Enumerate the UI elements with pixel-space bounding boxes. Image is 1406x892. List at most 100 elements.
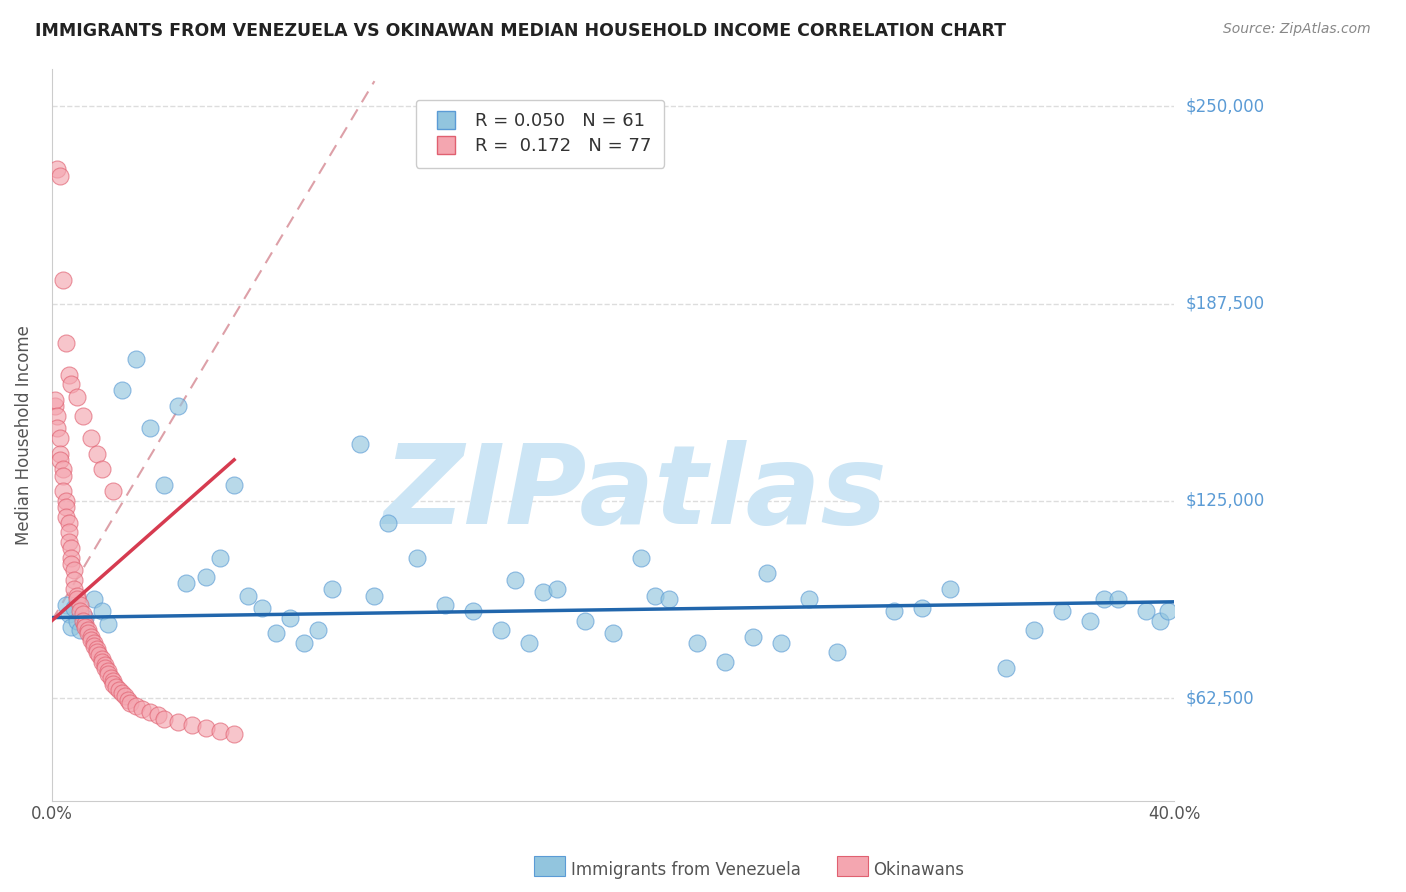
Point xyxy=(714,655,737,669)
Text: $62,500: $62,500 xyxy=(1185,689,1254,707)
Point xyxy=(46,421,69,435)
Point xyxy=(827,645,849,659)
Point xyxy=(148,708,170,723)
Point xyxy=(1107,591,1129,606)
Y-axis label: Median Household Income: Median Household Income xyxy=(15,325,32,544)
Point xyxy=(181,718,204,732)
Point xyxy=(994,661,1017,675)
Point xyxy=(83,636,105,650)
Point xyxy=(224,478,246,492)
Point xyxy=(167,399,190,413)
Point xyxy=(742,630,765,644)
Text: Source: ZipAtlas.com: Source: ZipAtlas.com xyxy=(1223,22,1371,37)
Point xyxy=(103,484,125,499)
Point xyxy=(209,724,232,739)
Point xyxy=(66,390,89,404)
Point xyxy=(630,550,652,565)
Point xyxy=(75,620,97,634)
Point xyxy=(105,680,128,694)
Point xyxy=(94,657,117,672)
Point xyxy=(46,162,69,177)
Point xyxy=(49,446,72,460)
Point xyxy=(167,714,190,729)
Point xyxy=(91,604,114,618)
Point xyxy=(103,677,125,691)
Point xyxy=(58,516,80,530)
Point xyxy=(363,589,385,603)
Point xyxy=(97,616,120,631)
Point xyxy=(153,478,176,492)
Point xyxy=(756,566,779,581)
Point xyxy=(1050,604,1073,618)
Point xyxy=(195,569,218,583)
Point xyxy=(94,661,117,675)
Text: $187,500: $187,500 xyxy=(1185,294,1264,312)
Point xyxy=(86,446,108,460)
Point xyxy=(938,582,960,597)
Point xyxy=(111,384,134,398)
Point xyxy=(131,702,153,716)
Point xyxy=(321,582,343,597)
Point xyxy=(52,484,75,499)
Point xyxy=(120,696,142,710)
Text: $125,000: $125,000 xyxy=(1185,491,1264,510)
Point xyxy=(66,591,89,606)
Point xyxy=(195,721,218,735)
Point xyxy=(52,462,75,476)
Point xyxy=(489,624,512,638)
Point xyxy=(55,493,77,508)
Point xyxy=(80,632,103,647)
Point xyxy=(377,516,399,530)
Point xyxy=(60,620,83,634)
Point xyxy=(433,598,456,612)
Point xyxy=(69,598,91,612)
Point xyxy=(52,273,75,287)
Point xyxy=(461,604,484,618)
Text: $250,000: $250,000 xyxy=(1185,97,1264,115)
Point xyxy=(176,575,198,590)
Point xyxy=(250,601,273,615)
Point xyxy=(602,626,624,640)
Point xyxy=(58,525,80,540)
Point xyxy=(349,437,371,451)
Point xyxy=(503,573,526,587)
Text: IMMIGRANTS FROM VENEZUELA VS OKINAWAN MEDIAN HOUSEHOLD INCOME CORRELATION CHART: IMMIGRANTS FROM VENEZUELA VS OKINAWAN ME… xyxy=(35,22,1007,40)
Point xyxy=(66,614,89,628)
Point xyxy=(546,582,568,597)
Point xyxy=(63,601,86,615)
Point xyxy=(264,626,287,640)
Point xyxy=(80,630,103,644)
Point xyxy=(574,614,596,628)
Point xyxy=(55,509,77,524)
Point xyxy=(125,698,148,713)
Point xyxy=(405,550,427,565)
Point xyxy=(103,673,125,688)
Point xyxy=(139,706,162,720)
Point xyxy=(63,582,86,597)
Point xyxy=(66,589,89,603)
Point xyxy=(91,655,114,669)
Point xyxy=(49,431,72,445)
Point xyxy=(882,604,904,618)
Point xyxy=(80,431,103,445)
Point xyxy=(60,541,83,556)
Point xyxy=(517,636,540,650)
Point xyxy=(278,610,301,624)
Point xyxy=(55,598,77,612)
Point xyxy=(49,452,72,467)
Point xyxy=(799,591,821,606)
Point xyxy=(60,377,83,392)
Point xyxy=(49,169,72,183)
Point xyxy=(46,409,69,423)
Point xyxy=(60,550,83,565)
Point xyxy=(97,665,120,679)
Point xyxy=(60,557,83,571)
Point xyxy=(238,589,260,603)
Point xyxy=(77,624,100,638)
Point xyxy=(1135,604,1157,618)
Point xyxy=(91,651,114,665)
Point xyxy=(658,591,681,606)
Point xyxy=(100,671,122,685)
Legend: R = 0.050   N = 61, R =  0.172   N = 77: R = 0.050 N = 61, R = 0.172 N = 77 xyxy=(416,100,664,168)
Point xyxy=(91,462,114,476)
